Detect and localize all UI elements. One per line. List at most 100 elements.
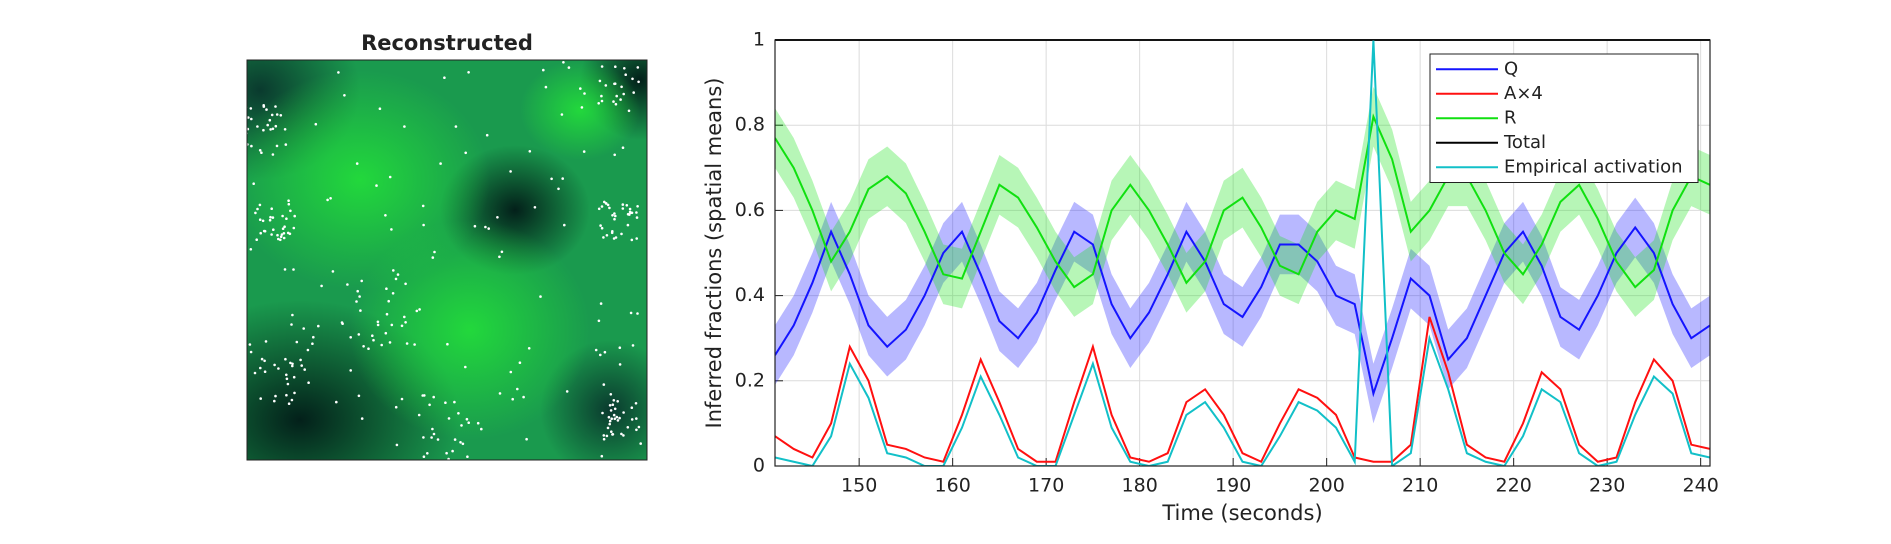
cell-dot	[285, 217, 288, 220]
cell-dot	[268, 118, 272, 122]
cell-dot	[376, 323, 380, 327]
cell-dot	[391, 292, 395, 295]
cell-dot	[372, 338, 375, 342]
cell-dot	[291, 364, 294, 368]
cell-dot	[599, 302, 603, 305]
cell-dot	[285, 373, 288, 377]
series-line	[775, 113, 1710, 289]
cell-dot	[630, 238, 634, 242]
cell-dot	[431, 427, 434, 431]
x-tick-label: 190	[1215, 475, 1251, 497]
cell-dot	[626, 212, 630, 216]
cell-dot	[613, 212, 616, 215]
cell-dot	[527, 347, 531, 350]
cell-dot	[335, 400, 338, 404]
cell-dots	[239, 29, 642, 460]
cell-dot	[565, 390, 569, 393]
cell-dot	[274, 105, 277, 108]
cell-dot	[292, 375, 296, 379]
cell-dot	[610, 417, 613, 421]
cell-dot	[465, 417, 469, 421]
cell-dot	[599, 224, 602, 227]
cell-dot	[270, 207, 274, 210]
cell-dot	[277, 367, 280, 370]
cell-dot	[563, 223, 566, 227]
cell-dot	[594, 33, 597, 36]
cell-dot	[605, 234, 609, 237]
cell-dot	[464, 365, 467, 369]
cell-dot	[400, 324, 404, 328]
cell-dot	[311, 342, 314, 346]
cell-dot	[637, 80, 640, 84]
cell-dot	[292, 226, 296, 230]
cell-dot	[608, 419, 612, 423]
cell-dot	[400, 397, 404, 401]
y-tick-label: 1	[753, 29, 765, 51]
cell-dot	[284, 357, 287, 361]
cell-dot	[487, 227, 491, 230]
x-tick-label: 170	[1028, 475, 1064, 497]
x-tick-label: 220	[1496, 475, 1532, 497]
cell-dot	[480, 427, 483, 431]
cell-dot	[343, 94, 346, 97]
cell-dot	[629, 211, 632, 214]
cell-dot	[615, 49, 618, 52]
cell-dot	[622, 92, 625, 96]
cell-dot	[562, 61, 565, 64]
cell-dot	[259, 397, 263, 400]
cell-dot	[620, 432, 623, 436]
cell-dot	[291, 313, 294, 317]
cell-dot	[616, 400, 619, 403]
cell-dot	[248, 343, 252, 346]
cell-dot	[550, 177, 553, 181]
cell-dot	[603, 200, 606, 204]
cell-dot	[611, 403, 615, 407]
cell-dot	[580, 106, 584, 109]
cell-dot	[258, 149, 262, 152]
cell-dot	[244, 360, 247, 363]
cell-dot	[447, 417, 451, 420]
cell-dot	[279, 235, 283, 238]
cell-dot	[582, 50, 585, 53]
cell-dot	[614, 214, 617, 218]
cell-dot	[390, 228, 393, 231]
cell-dot	[312, 335, 315, 339]
cell-dot	[620, 47, 623, 50]
cell-dot	[628, 207, 632, 211]
cell-dot	[275, 113, 279, 116]
cell-dot	[281, 227, 285, 230]
cell-dot	[602, 236, 605, 239]
x-tick-label: 210	[1402, 475, 1438, 497]
cell-dot	[613, 82, 617, 85]
cell-dot	[405, 342, 409, 345]
cell-dot	[443, 76, 446, 79]
cell-dot	[612, 100, 615, 103]
cell-dot	[264, 340, 268, 343]
cell-dot	[626, 223, 630, 227]
cell-dot	[270, 113, 274, 117]
cell-dot	[282, 236, 286, 240]
cell-dot	[602, 383, 606, 386]
cell-dot	[432, 432, 436, 436]
legend-label: A×4	[1504, 83, 1543, 104]
cell-dot	[396, 273, 400, 276]
cell-dot	[614, 102, 618, 106]
cell-dot	[253, 371, 257, 375]
cell-dot	[621, 203, 625, 206]
cell-dot	[572, 29, 575, 32]
cell-dot	[600, 65, 604, 68]
cell-dot	[388, 341, 392, 344]
y-tick-label: 0	[753, 455, 765, 477]
cell-dot	[618, 416, 621, 420]
legend-label: Q	[1504, 58, 1518, 79]
cell-dot	[303, 368, 307, 371]
cell-dot	[250, 144, 253, 148]
cell-dot	[567, 66, 571, 69]
cell-dot	[260, 357, 264, 361]
cell-dot	[355, 300, 358, 303]
cell-dot	[326, 198, 329, 202]
cell-dot	[467, 71, 470, 74]
cell-dot	[611, 433, 615, 436]
cell-dot	[239, 143, 242, 146]
